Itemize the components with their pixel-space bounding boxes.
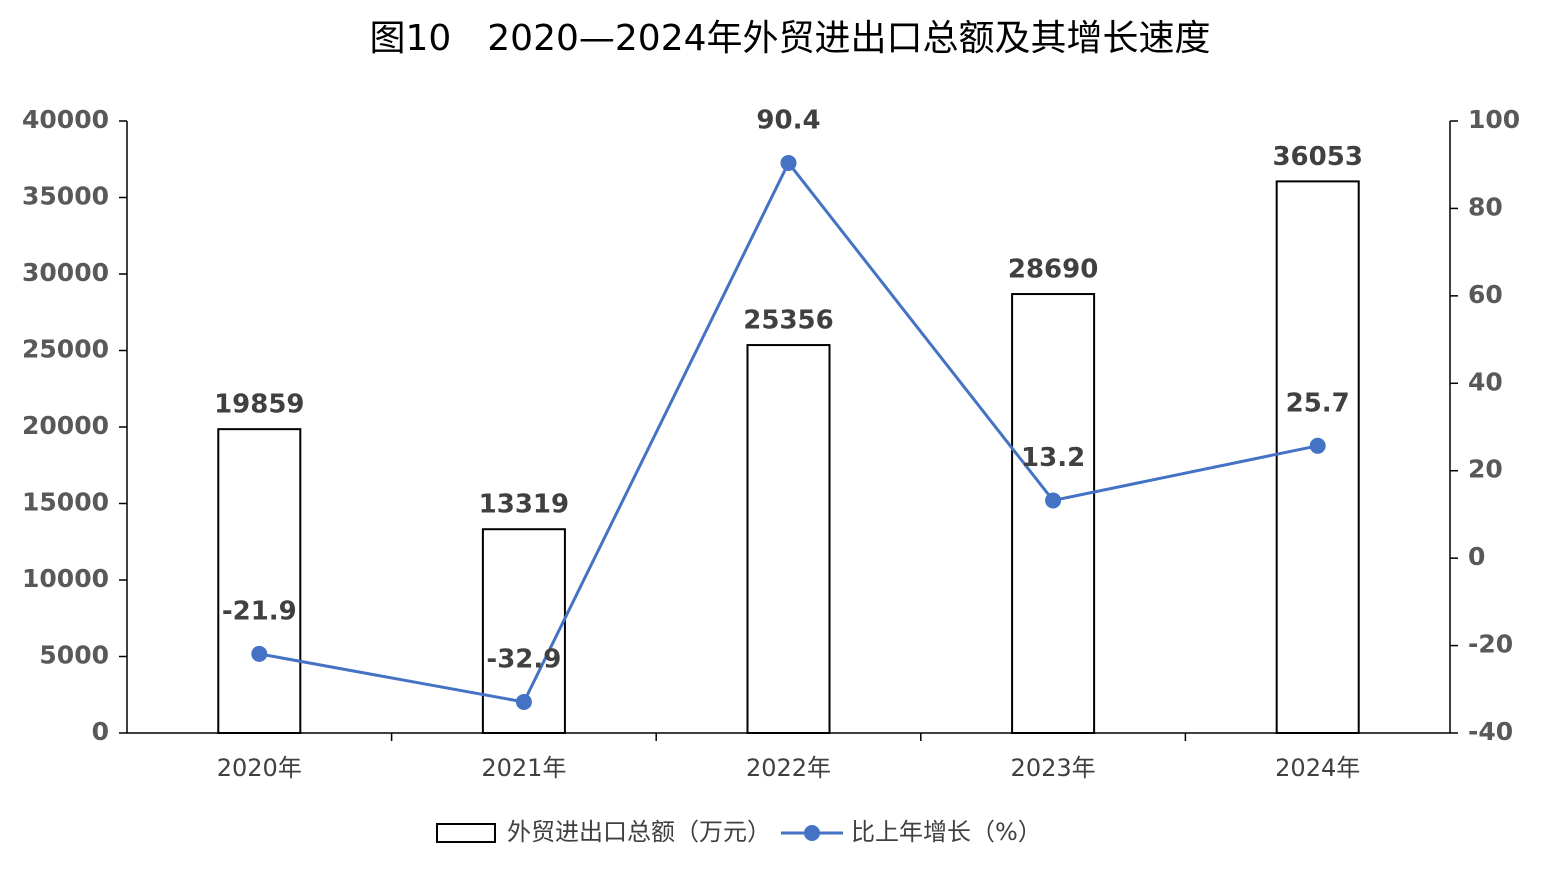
line-point [251, 645, 268, 662]
y2-tick-label: 100 [1468, 105, 1520, 134]
data-label: 19859 [214, 390, 304, 420]
y-tick-label: 10000 [22, 564, 109, 593]
y2-tick-label: -20 [1468, 630, 1513, 659]
y-tick-label: 40000 [22, 105, 109, 134]
bar [217, 428, 302, 734]
data-label: -32.9 [486, 644, 561, 674]
data-label: 90.4 [756, 105, 820, 135]
y2-tick-label: 80 [1468, 192, 1503, 221]
y-tick-label: 15000 [22, 488, 109, 517]
data-label: -21.9 [222, 596, 297, 626]
x-tick-label: 2020年 [217, 754, 302, 782]
y2-tick-label: 0 [1468, 542, 1485, 571]
bar [1011, 293, 1096, 734]
data-label: 28690 [1008, 255, 1098, 285]
y-tick-label: 35000 [22, 182, 109, 211]
chart-title: 图10 2020—2024年外贸进出口总额及其增长速度 [369, 18, 1210, 59]
x-tick-label: 2024年 [1275, 754, 1360, 782]
y-tick-label: 5000 [39, 641, 109, 670]
x-tick-label: 2023年 [1011, 754, 1096, 782]
data-label: 13319 [479, 490, 569, 520]
x-tick-label: 2021年 [481, 754, 566, 782]
y2-tick-label: -40 [1468, 717, 1513, 746]
legend-swatch-point [804, 825, 820, 841]
line-point [1045, 492, 1062, 509]
line-point [1309, 437, 1326, 454]
y2-tick-label: 40 [1468, 367, 1503, 396]
line-point [780, 154, 797, 171]
y-tick-label: 25000 [22, 335, 109, 364]
legend-swatch [436, 823, 496, 843]
legend-label: 比上年增长（%） [851, 818, 1042, 846]
data-label: 25.7 [1286, 388, 1350, 418]
y-tick-label: 30000 [22, 258, 109, 287]
bar [746, 344, 831, 734]
data-label: 25356 [743, 306, 833, 336]
y-tick-label: 20000 [22, 411, 109, 440]
y-tick-label: 0 [92, 717, 109, 746]
y2-tick-label: 20 [1468, 455, 1503, 484]
x-tick-label: 2022年 [746, 754, 831, 782]
y2-tick-label: 60 [1468, 280, 1503, 309]
data-label: 36053 [1272, 142, 1362, 172]
legend-label: 外贸进出口总额（万元） [507, 818, 771, 846]
data-label: 13.2 [1021, 443, 1085, 473]
bar [1275, 180, 1360, 734]
line-point [515, 693, 532, 710]
